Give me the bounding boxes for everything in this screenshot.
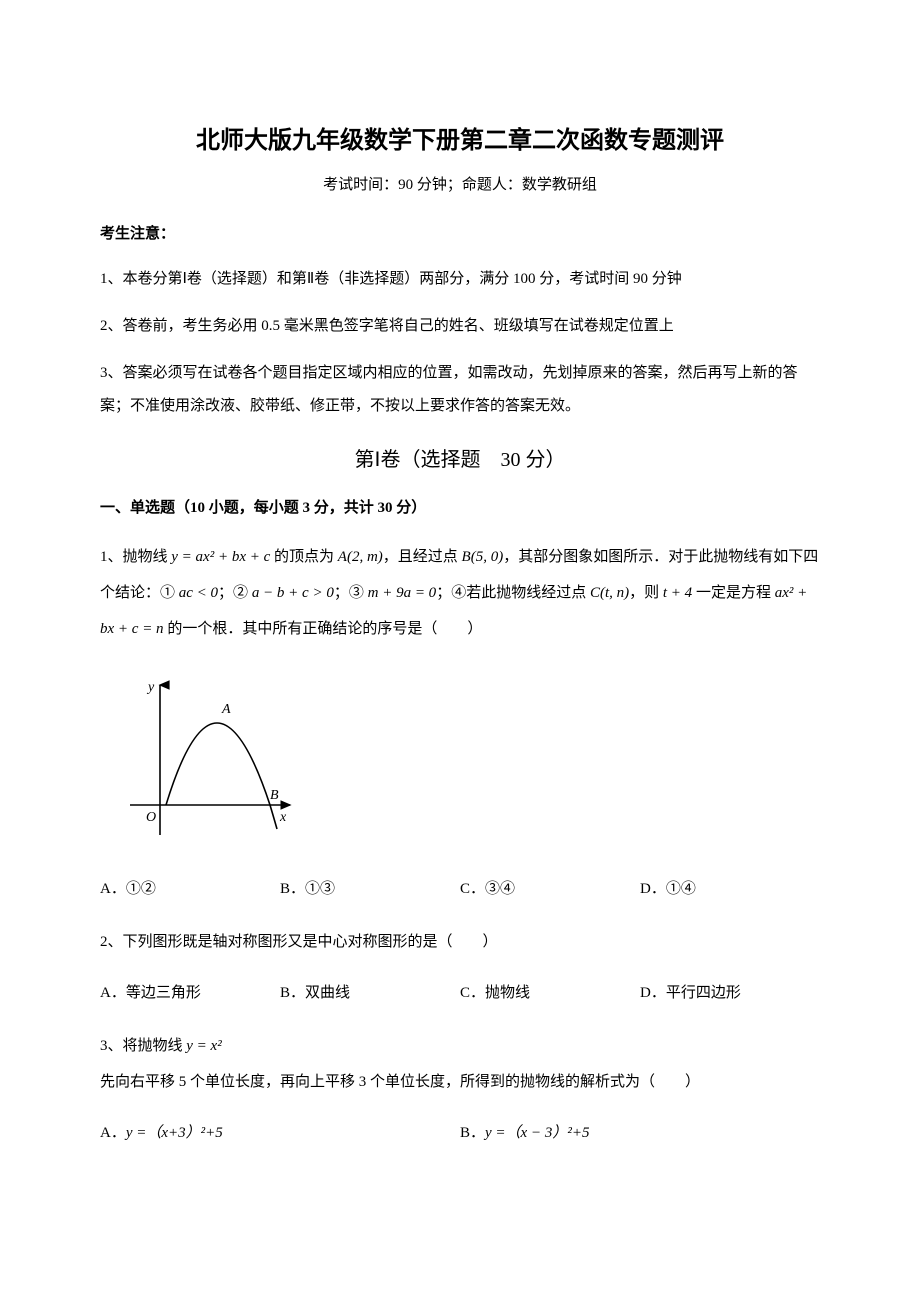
page-title: 北师大版九年级数学下册第二章二次函数专题测评: [100, 120, 820, 155]
notice-1: 1、本卷分第Ⅰ卷（选择题）和第Ⅱ卷（非选择题）两部分，满分 100 分，考试时间…: [100, 263, 820, 296]
q3-B-prefix: B．: [460, 1125, 485, 1141]
q2-option-D: D．平行四边形: [640, 978, 820, 1008]
q2-option-B: B．双曲线: [280, 978, 460, 1008]
q1-option-C: C．③④: [460, 874, 640, 904]
notice-2: 2、答卷前，考生务必用 0.5 毫米黑色签字笔将自己的姓名、班级填写在试卷规定位…: [100, 310, 820, 343]
label-A: A: [221, 702, 231, 717]
q1-text-8: ，则: [629, 585, 663, 601]
q1-option-A: A．①②: [100, 874, 280, 904]
q3-A-prefix: A．: [100, 1125, 126, 1141]
q1-pointC: C(t, n): [590, 585, 629, 601]
q3-text-1: 3、将抛物线: [100, 1038, 186, 1054]
parabola-curve: [166, 723, 270, 805]
q2-options: A．等边三角形 B．双曲线 C．抛物线 D．平行四边形: [100, 978, 820, 1008]
q2-option-A: A．等边三角形: [100, 978, 280, 1008]
q1-pointB: B(5, 0): [462, 549, 504, 565]
question-1: 1、抛物线 y = ax² + bx + c 的顶点为 A(2, m)，且经过点…: [100, 539, 820, 647]
q1-c2: a − b + c > 0: [252, 585, 334, 601]
q3-B-expr: y =（x − 3）²+5: [485, 1125, 589, 1141]
q1-text-1: 1、抛物线: [100, 549, 171, 565]
section-1-heading: 第Ⅰ卷（选择题 30 分）: [100, 443, 820, 472]
q1-vertex: A(2, m): [338, 549, 383, 565]
q2-option-C: C．抛物线: [460, 978, 640, 1008]
q3-A-expr: y =（x+3）²+5: [126, 1125, 223, 1141]
parabola-svg: y x O A B: [120, 665, 300, 845]
label-B: B: [270, 788, 279, 803]
q1-c1: ac < 0: [179, 585, 218, 601]
q3-expr: y = x²: [186, 1038, 221, 1054]
label-y: y: [146, 680, 155, 695]
q1-expr-parabola: y = ax² + bx + c: [171, 549, 270, 565]
page-subtitle: 考试时间：90 分钟；命题人：数学教研组: [100, 173, 820, 194]
q1-figure: y x O A B: [120, 665, 820, 850]
q1-text-6: ；③: [334, 585, 368, 601]
notice-heading: 考生注意：: [100, 222, 820, 243]
q1-c4a: t + 4: [663, 585, 692, 601]
q1-text-7: ；④若此抛物线经过点: [436, 585, 590, 601]
q3-text-2: 先向右平移 5 个单位长度，再向上平移 3 个单位长度，所得到的抛物线的解析式为…: [100, 1074, 700, 1090]
q3-option-B: B．y =（x − 3）²+5: [460, 1118, 820, 1148]
q1-text-5: ；②: [218, 585, 252, 601]
subsection-1: 一、单选题（10 小题，每小题 3 分，共计 30 分）: [100, 496, 820, 517]
label-O: O: [146, 810, 156, 825]
q1-text-9: 一定是方程: [692, 585, 775, 601]
q3-option-A: A．y =（x+3）²+5: [100, 1118, 460, 1148]
question-3: 3、将抛物线 y = x² 先向右平移 5 个单位长度，再向上平移 3 个单位长…: [100, 1028, 820, 1100]
question-2: 2、下列图形既是轴对称图形又是中心对称图形的是（ ）: [100, 924, 820, 960]
q3-options: A．y =（x+3）²+5 B．y =（x − 3）²+5: [100, 1118, 820, 1148]
parabola-curve-tail: [270, 805, 277, 829]
q1-c3: m + 9a = 0: [368, 585, 437, 601]
q1-text-2: 的顶点为: [270, 549, 338, 565]
notice-3: 3、答案必须写在试卷各个题目指定区域内相应的位置，如需改动，先划掉原来的答案，然…: [100, 357, 820, 423]
q1-text-10: 的一个根．其中所有正确结论的序号是（ ）: [164, 621, 483, 637]
q1-option-D: D．①④: [640, 874, 820, 904]
label-x: x: [279, 810, 287, 825]
q1-option-B: B．①③: [280, 874, 460, 904]
q1-options: A．①② B．①③ C．③④ D．①④: [100, 874, 820, 904]
q1-text-3: ，且经过点: [383, 549, 462, 565]
